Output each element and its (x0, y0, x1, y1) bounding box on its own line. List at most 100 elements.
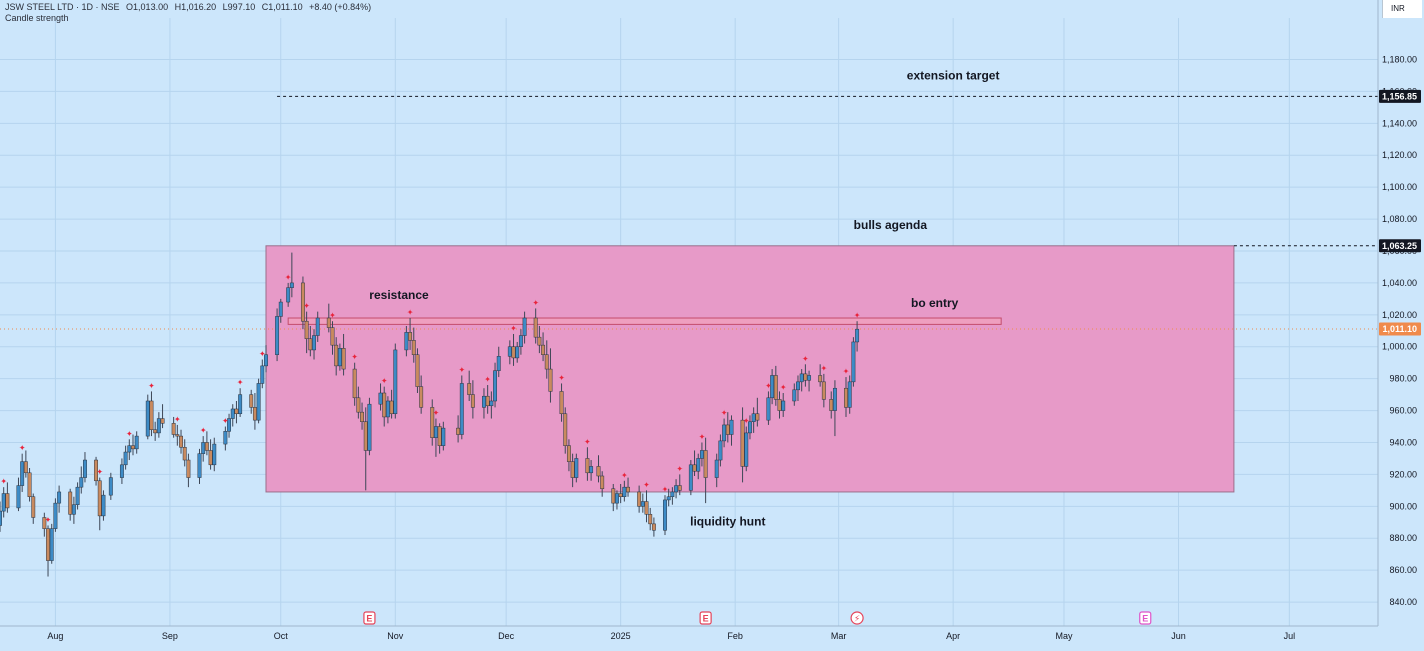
candle-body (533, 317, 538, 338)
signal-marker: ✦ (820, 364, 827, 373)
candle-body (171, 423, 176, 435)
candle-body (179, 435, 183, 448)
candle-body (748, 421, 752, 434)
candle-body (234, 408, 239, 415)
candle-body (832, 387, 837, 411)
candle-body (818, 375, 823, 383)
event-marker-label: ⚡ (854, 614, 860, 624)
candle-body (725, 424, 730, 435)
candle-body (411, 340, 416, 355)
candle-body (688, 464, 693, 491)
candle-body (223, 431, 228, 445)
candle-body (308, 338, 313, 351)
candle-body (692, 464, 697, 472)
candle-body (75, 486, 80, 505)
candle-body (844, 387, 848, 408)
candle-body (57, 491, 62, 504)
time-tick-label: Nov (387, 631, 404, 641)
candle-body (489, 400, 494, 407)
price-tick-label: 980.00 (1389, 374, 1417, 384)
currency-label[interactable]: INR (1382, 0, 1422, 18)
signal-marker: ✦ (584, 437, 591, 446)
event-marker-split: ⚡ (850, 611, 864, 625)
ohlc-open: O1,013.00 (126, 2, 169, 12)
candle-body (127, 445, 132, 453)
candle-body (703, 450, 708, 478)
candle-body (208, 450, 213, 466)
levels (0, 95, 1378, 330)
candle-body (286, 287, 291, 303)
candle-body (821, 381, 826, 400)
symbol-name[interactable]: JSW STEEL LTD · 1D · NSE (5, 2, 120, 12)
signal-marker: ✦ (126, 429, 133, 438)
price-tag-label: 1,011.10 (1382, 324, 1417, 334)
time-tick-label: Jun (1171, 631, 1186, 641)
candle-body (83, 459, 87, 478)
candle-body (415, 354, 420, 387)
candle-body (670, 491, 675, 497)
candle-body (615, 493, 619, 504)
price-tick-label: 900.00 (1389, 501, 1417, 511)
candle-body (27, 472, 32, 497)
candle-body (71, 504, 76, 515)
ohlc-close: C1,011.10 (261, 2, 303, 12)
candle-body (0, 510, 2, 526)
signal-marker: ✦ (174, 415, 181, 424)
time-tick-label: Jul (1284, 631, 1296, 641)
signal-marker: ✦ (643, 480, 650, 489)
candle-body (16, 485, 21, 509)
event-marker-earnings-future: E (1139, 611, 1152, 625)
signal-marker: ✦ (458, 365, 465, 374)
time-tick-label: May (1055, 631, 1073, 641)
candle-body (382, 392, 387, 418)
candle-body (389, 400, 394, 415)
symbol-legend: JSW STEEL LTD · 1D · NSE O1,013.00 H1,01… (5, 2, 375, 13)
price-tick-label: 920.00 (1389, 469, 1417, 479)
signal-marker: ✦ (148, 381, 155, 390)
price-tag-bg (1379, 89, 1421, 103)
candle-body (640, 501, 645, 507)
candle-body (585, 458, 590, 474)
signal-marker: ✦ (96, 468, 103, 477)
chart-annotation: liquidity hunt (690, 514, 765, 528)
candle-body (626, 486, 630, 493)
signal-marker: ✦ (237, 378, 244, 387)
candle-body (5, 493, 10, 509)
candle-body (522, 317, 527, 336)
candle-body (249, 394, 254, 408)
signal-marker: ✦ (259, 350, 266, 359)
candle-body (674, 485, 679, 493)
signal-marker: ✦ (329, 311, 336, 320)
event-marker-label: E (703, 614, 709, 624)
candle-body (227, 418, 232, 432)
candle-body (799, 373, 804, 383)
candle-body (326, 317, 331, 328)
candle-body (31, 496, 36, 518)
candle-body (363, 421, 368, 451)
signal-marker: ✦ (558, 373, 565, 382)
candle-body (515, 346, 520, 359)
candle-body (485, 395, 490, 407)
candle-body (408, 332, 413, 341)
price-tick-label: 860.00 (1389, 565, 1417, 575)
candle-body (651, 523, 656, 531)
candle-body (201, 442, 206, 454)
price-tick-label: 880.00 (1389, 533, 1417, 543)
signal-marker: ✦ (200, 426, 207, 435)
indicator-name[interactable]: Candle strength (5, 13, 69, 23)
time-tick-label: Sep (162, 631, 178, 641)
candle-body (718, 440, 723, 461)
price-tick-label: 940.00 (1389, 437, 1417, 447)
signal-marker: ✦ (676, 464, 683, 473)
price-tick-label: 1,100.00 (1382, 182, 1417, 192)
consolidation-zone (265, 245, 1235, 493)
event-marker-label: E (366, 614, 372, 624)
indicator-legend: Candle strength (5, 13, 73, 24)
candle-body (42, 517, 47, 529)
candle-body (68, 491, 73, 515)
candle-body (493, 370, 497, 402)
time-tick-label: 2025 (611, 631, 631, 641)
